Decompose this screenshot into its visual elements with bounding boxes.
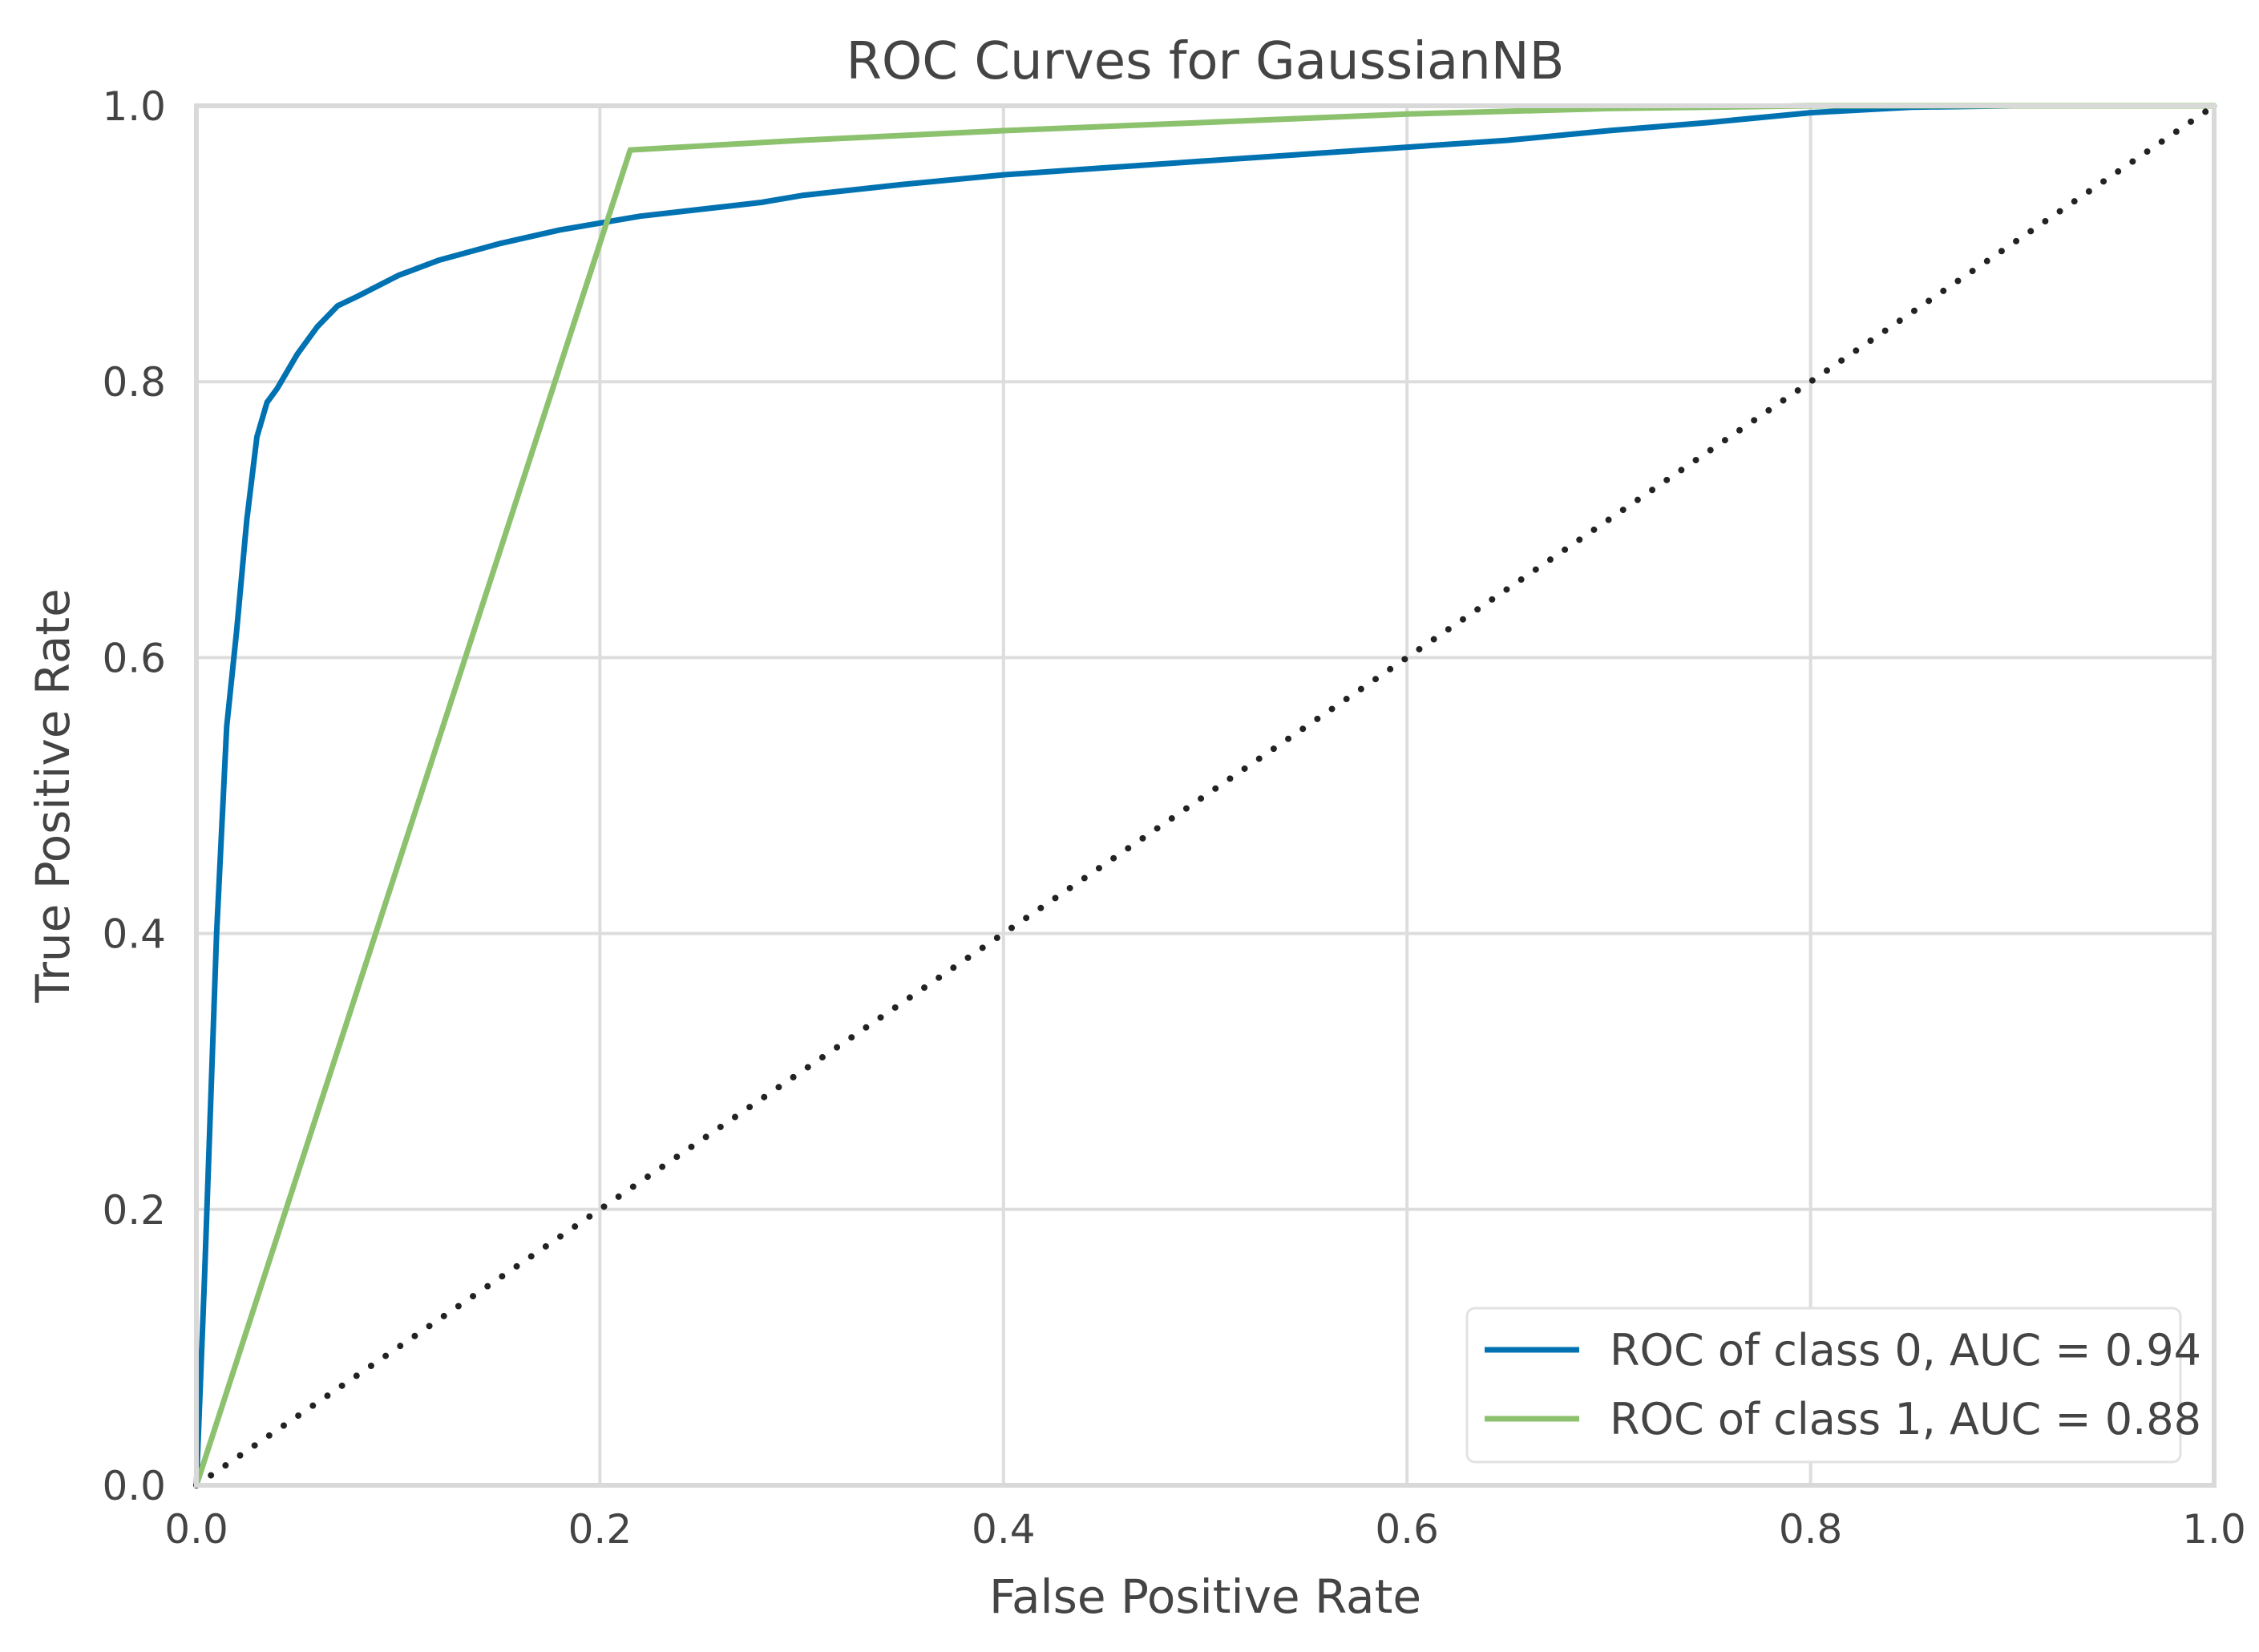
x-tick-label: 0.6 <box>1375 1506 1439 1553</box>
legend-box <box>1465 1307 2182 1464</box>
chart-title: ROC Curves for GaussianNB <box>846 32 1564 91</box>
grid-lines <box>195 104 2216 1487</box>
legend-label-class-1: ROC of class 1, AUC = 0.88 <box>1610 1394 2201 1444</box>
x-tick-label: 0.2 <box>568 1506 632 1553</box>
random-guess-diagonal <box>193 103 2217 1488</box>
x-tick-label: 1.0 <box>2182 1506 2246 1553</box>
x-tick-label: 0.4 <box>972 1506 1036 1553</box>
y-axis-label: True Positive Rate <box>26 588 80 1004</box>
legend: ROC of class 0, AUC = 0.94 ROC of class … <box>1465 1307 2201 1464</box>
plot-frame <box>194 103 2217 1488</box>
y-tick-label: 1.0 <box>102 83 166 130</box>
x-tick-label: 0.8 <box>1779 1506 1843 1553</box>
legend-label-class-0: ROC of class 0, AUC = 0.94 <box>1610 1325 2201 1375</box>
x-tick-label: 0.0 <box>164 1506 228 1553</box>
y-tick-label: 0.8 <box>102 359 166 406</box>
y-tick-label: 0.6 <box>102 635 166 681</box>
y-tick-label: 0.2 <box>102 1187 166 1234</box>
y-tick-label: 0.0 <box>102 1463 166 1509</box>
tick-labels: 0.0 0.2 0.4 0.6 0.8 1.0 0.0 0.2 0.4 0.6 0.8 1.0 <box>102 83 2245 1553</box>
roc-curve-class-0 <box>193 103 2217 1488</box>
x-axis-label: False Positive Rate <box>989 1569 1421 1624</box>
y-tick-label: 0.4 <box>102 911 166 958</box>
